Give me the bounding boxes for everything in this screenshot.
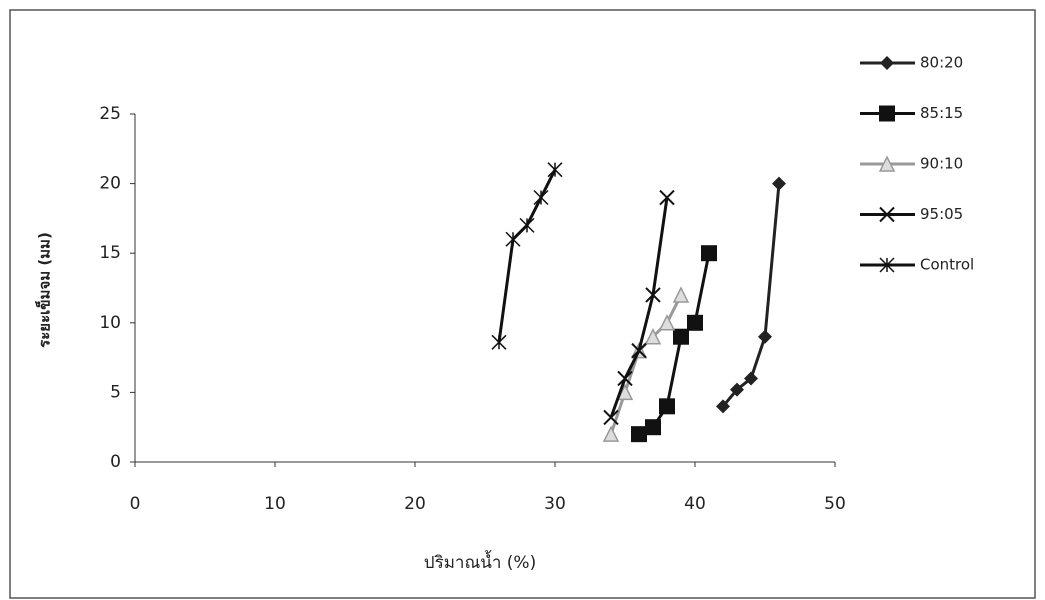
data-point (519, 217, 535, 233)
legend-marker (880, 56, 894, 70)
data-point (491, 334, 507, 350)
x-tick-label: 30 (544, 494, 566, 514)
data-point (645, 287, 661, 303)
data-point (687, 314, 703, 331)
data-point (505, 231, 521, 247)
legend-label: 80:20 (920, 54, 963, 72)
data-point (673, 328, 689, 345)
y-tick-label: 15 (99, 243, 121, 263)
y-tick-label: 10 (99, 313, 121, 333)
y-axis-label: ระยะเข็มจม (มม) (35, 232, 54, 348)
data-point (602, 425, 620, 442)
data-point (617, 370, 633, 387)
data-point (658, 314, 676, 331)
chart-frame (9, 9, 1036, 599)
y-tick-label: 20 (99, 174, 121, 194)
legend-marker (879, 257, 895, 273)
data-point (631, 342, 647, 359)
data-point (533, 189, 549, 206)
data-point (659, 189, 675, 206)
legend-label: 95:05 (920, 205, 963, 223)
data-point (758, 329, 772, 344)
x-tick-label: 40 (684, 494, 706, 514)
data-point (547, 162, 563, 178)
data-point (659, 398, 675, 415)
x-axis-label: ปริมาณน้ำ (%) (424, 550, 536, 573)
data-point (644, 328, 662, 345)
data-point (772, 176, 786, 191)
y-tick-label: 5 (110, 382, 121, 402)
x-tick-label: 10 (264, 494, 286, 514)
x-tick-label: 0 (130, 494, 141, 514)
series-line (497, 169, 557, 343)
legend-label: 85:15 (920, 104, 963, 122)
data-point (672, 286, 690, 303)
data-point (701, 245, 717, 262)
legend-marker (879, 206, 895, 223)
data-point (645, 419, 661, 436)
legend-label: Control (920, 256, 974, 274)
x-tick-label: 20 (404, 494, 426, 514)
legend-marker (879, 105, 895, 122)
data-point (744, 371, 758, 386)
y-tick-label: 25 (99, 104, 121, 124)
data-point (603, 409, 619, 426)
legend-label: 90:10 (920, 155, 963, 173)
data-point (631, 426, 647, 443)
data-point (716, 399, 730, 414)
x-tick-label: 50 (824, 494, 846, 514)
legend-marker (878, 155, 896, 172)
data-point (730, 382, 744, 397)
y-tick-label: 0 (110, 452, 121, 472)
